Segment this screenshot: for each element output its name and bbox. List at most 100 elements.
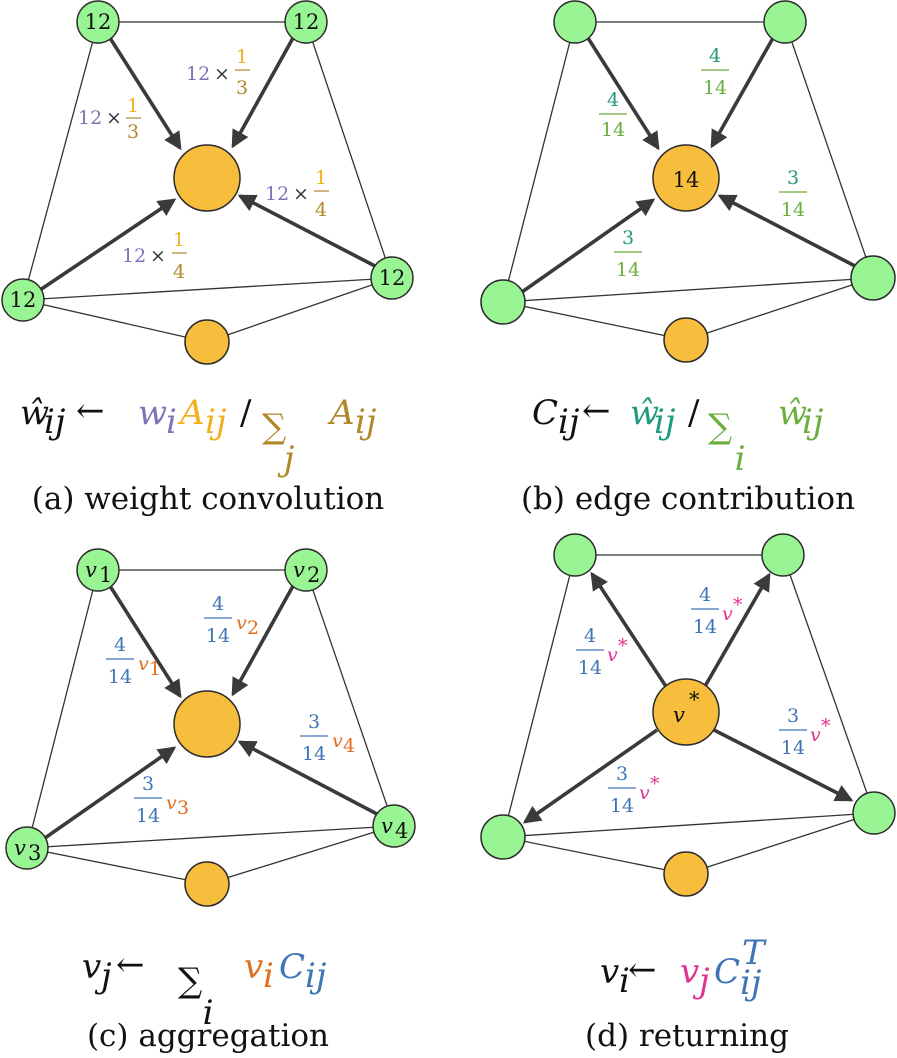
svg-text:*: *: [618, 635, 628, 657]
fraction-label: 4 14 v *: [576, 625, 628, 679]
fraction-label: 4 14 v 2: [204, 593, 259, 647]
svg-text:4: 4: [315, 199, 327, 221]
svg-text:v: v: [722, 603, 733, 625]
svg-text:4: 4: [114, 634, 126, 656]
fraction-label: 4 14: [599, 89, 627, 141]
arrow: [237, 194, 376, 268]
caption-d: (d) returning: [585, 1018, 789, 1054]
svg-text:14: 14: [302, 743, 326, 765]
svg-text:i: i: [263, 956, 274, 996]
svg-text:14: 14: [693, 616, 717, 638]
svg-text:v: v: [138, 653, 149, 675]
svg-text:←: ←: [76, 391, 105, 431]
fraction-label: 3 14: [779, 167, 807, 221]
edge: [206, 277, 393, 343]
svg-text:v: v: [236, 612, 247, 634]
svg-text:3: 3: [616, 763, 628, 785]
orange-node: [184, 861, 230, 907]
green-node: [553, 0, 597, 44]
svg-text:/: /: [688, 393, 700, 433]
fraction-label: 3 14 v *: [779, 705, 831, 759]
fraction-label: 4 14 v 1: [106, 634, 161, 688]
svg-text:3: 3: [787, 705, 799, 727]
svg-text:v: v: [166, 792, 177, 814]
svg-text:v: v: [607, 644, 618, 666]
edge-weight-label: 12 × 1 4: [265, 167, 329, 221]
edge: [22, 277, 393, 301]
green-node: [370, 256, 414, 300]
fraction-label: 3 14 v 3: [134, 773, 189, 827]
edge-weight-label: 12 × 1 3: [78, 95, 141, 143]
svg-text:12: 12: [265, 183, 289, 205]
svg-text:14: 14: [703, 77, 727, 99]
svg-text:←: ←: [582, 391, 611, 431]
edge: [22, 299, 208, 343]
svg-text:T: T: [742, 933, 767, 973]
node-label: 12: [10, 288, 37, 312]
svg-text:×: ×: [150, 245, 166, 267]
svg-text:2: 2: [247, 617, 259, 639]
arrow: [43, 746, 177, 840]
svg-text:ij: ij: [654, 402, 676, 442]
orange-node: [184, 319, 230, 365]
node-label-v4: v: [381, 814, 393, 838]
svg-text:3: 3: [308, 711, 320, 733]
svg-text:4: 4: [699, 584, 711, 606]
svg-text:3: 3: [236, 77, 248, 99]
panel-b: 14 4 14 4 14 3 14 3 14 C ij ← ŵ ij: [480, 0, 896, 517]
svg-text:*: *: [733, 594, 743, 616]
node-label: 12: [85, 10, 112, 34]
svg-text:ij: ij: [802, 402, 824, 442]
green-node: [761, 533, 805, 577]
arrow: [38, 198, 177, 292]
svg-text:*: *: [689, 688, 700, 712]
svg-text:ŵ: ŵ: [778, 393, 807, 433]
svg-text:14: 14: [578, 657, 602, 679]
formula-c: v j ← ∑ i v i C ij: [82, 945, 327, 1033]
green-node: [76, 548, 120, 592]
arrow: [520, 198, 656, 294]
arrow: [717, 194, 856, 268]
svg-text:ij: ij: [205, 402, 227, 442]
svg-text:ij: ij: [44, 402, 66, 442]
svg-text:ij: ij: [740, 963, 762, 1003]
svg-text:C: C: [279, 947, 305, 987]
orange-node: [663, 851, 709, 897]
svg-text:w: w: [138, 393, 167, 433]
caption-c: (c) aggregation: [87, 1018, 329, 1054]
green-node: [5, 826, 49, 870]
svg-text:A: A: [327, 393, 355, 433]
svg-text:v: v: [332, 730, 343, 752]
svg-text:ij: ij: [305, 956, 327, 996]
svg-text:14: 14: [136, 805, 160, 827]
fraction-label: 3 14: [614, 227, 642, 281]
green-node: [480, 279, 526, 325]
edge-weight-label: 12 × 1 4: [122, 229, 187, 283]
svg-text:ij: ij: [355, 402, 377, 442]
svg-text:v: v: [244, 947, 263, 987]
green-node: [553, 533, 597, 577]
panel-c: v 1 v 2 v 3 v 4 4 14 v 1 4 14 v 2 3 14 v…: [5, 548, 416, 1054]
svg-text:14: 14: [616, 259, 640, 281]
formula-b: C ij ← ŵ ij / ∑ i ŵ ij: [532, 391, 824, 479]
svg-text:1: 1: [315, 167, 327, 189]
green-node: [372, 804, 416, 848]
svg-text:×: ×: [106, 107, 122, 129]
svg-text:*: *: [650, 773, 660, 795]
svg-text:∑: ∑: [178, 961, 202, 1001]
green-node: [850, 255, 896, 301]
svg-text:4: 4: [607, 89, 619, 111]
arrow: [231, 37, 295, 149]
svg-text:A: A: [177, 393, 205, 433]
svg-text:14: 14: [610, 795, 634, 817]
svg-text:2: 2: [307, 563, 320, 587]
svg-text:∑: ∑: [708, 407, 732, 447]
svg-text:←: ←: [628, 950, 657, 990]
green-node: [1, 278, 45, 322]
node-label: 12: [379, 266, 406, 290]
svg-text:3: 3: [127, 121, 139, 143]
svg-text:3: 3: [142, 773, 154, 795]
node-label-v3: v: [14, 836, 26, 860]
svg-text:14: 14: [206, 625, 230, 647]
center-node: [652, 144, 720, 212]
